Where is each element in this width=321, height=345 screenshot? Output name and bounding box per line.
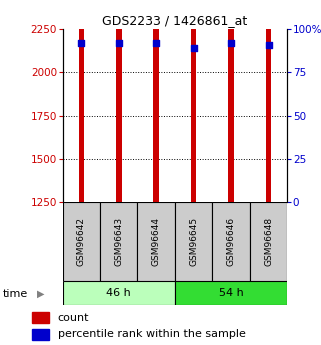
Text: time: time [3,289,29,299]
Bar [175,281,287,305]
Bar [137,202,175,281]
Point [191,46,196,51]
Bar [63,281,175,305]
Text: 46 h: 46 h [106,288,131,298]
Text: count: count [57,313,89,323]
Bar [32,312,49,323]
Bar [100,202,137,281]
Bar [191,0,196,202]
Text: GSM96642: GSM96642 [77,217,86,266]
Text: GSM96643: GSM96643 [114,217,123,266]
Text: GSM96646: GSM96646 [227,217,236,266]
Point [266,42,271,48]
Bar [153,0,159,202]
Text: 54 h: 54 h [219,288,244,298]
Bar [116,0,122,202]
Bar [213,202,250,281]
Bar [63,202,100,281]
Point [229,40,234,46]
Bar [228,0,234,202]
Point [79,40,84,46]
Bar [266,0,271,202]
Bar [79,0,84,202]
Bar [32,329,49,340]
Text: GSM96644: GSM96644 [152,217,161,266]
Point [154,40,159,46]
Text: GSM96648: GSM96648 [264,217,273,266]
Point [116,40,121,46]
Bar [175,202,213,281]
Text: ▶: ▶ [37,289,44,299]
Bar [250,202,287,281]
Title: GDS2233 / 1426861_at: GDS2233 / 1426861_at [102,14,247,27]
Text: GSM96645: GSM96645 [189,217,198,266]
Text: percentile rank within the sample: percentile rank within the sample [57,329,245,339]
